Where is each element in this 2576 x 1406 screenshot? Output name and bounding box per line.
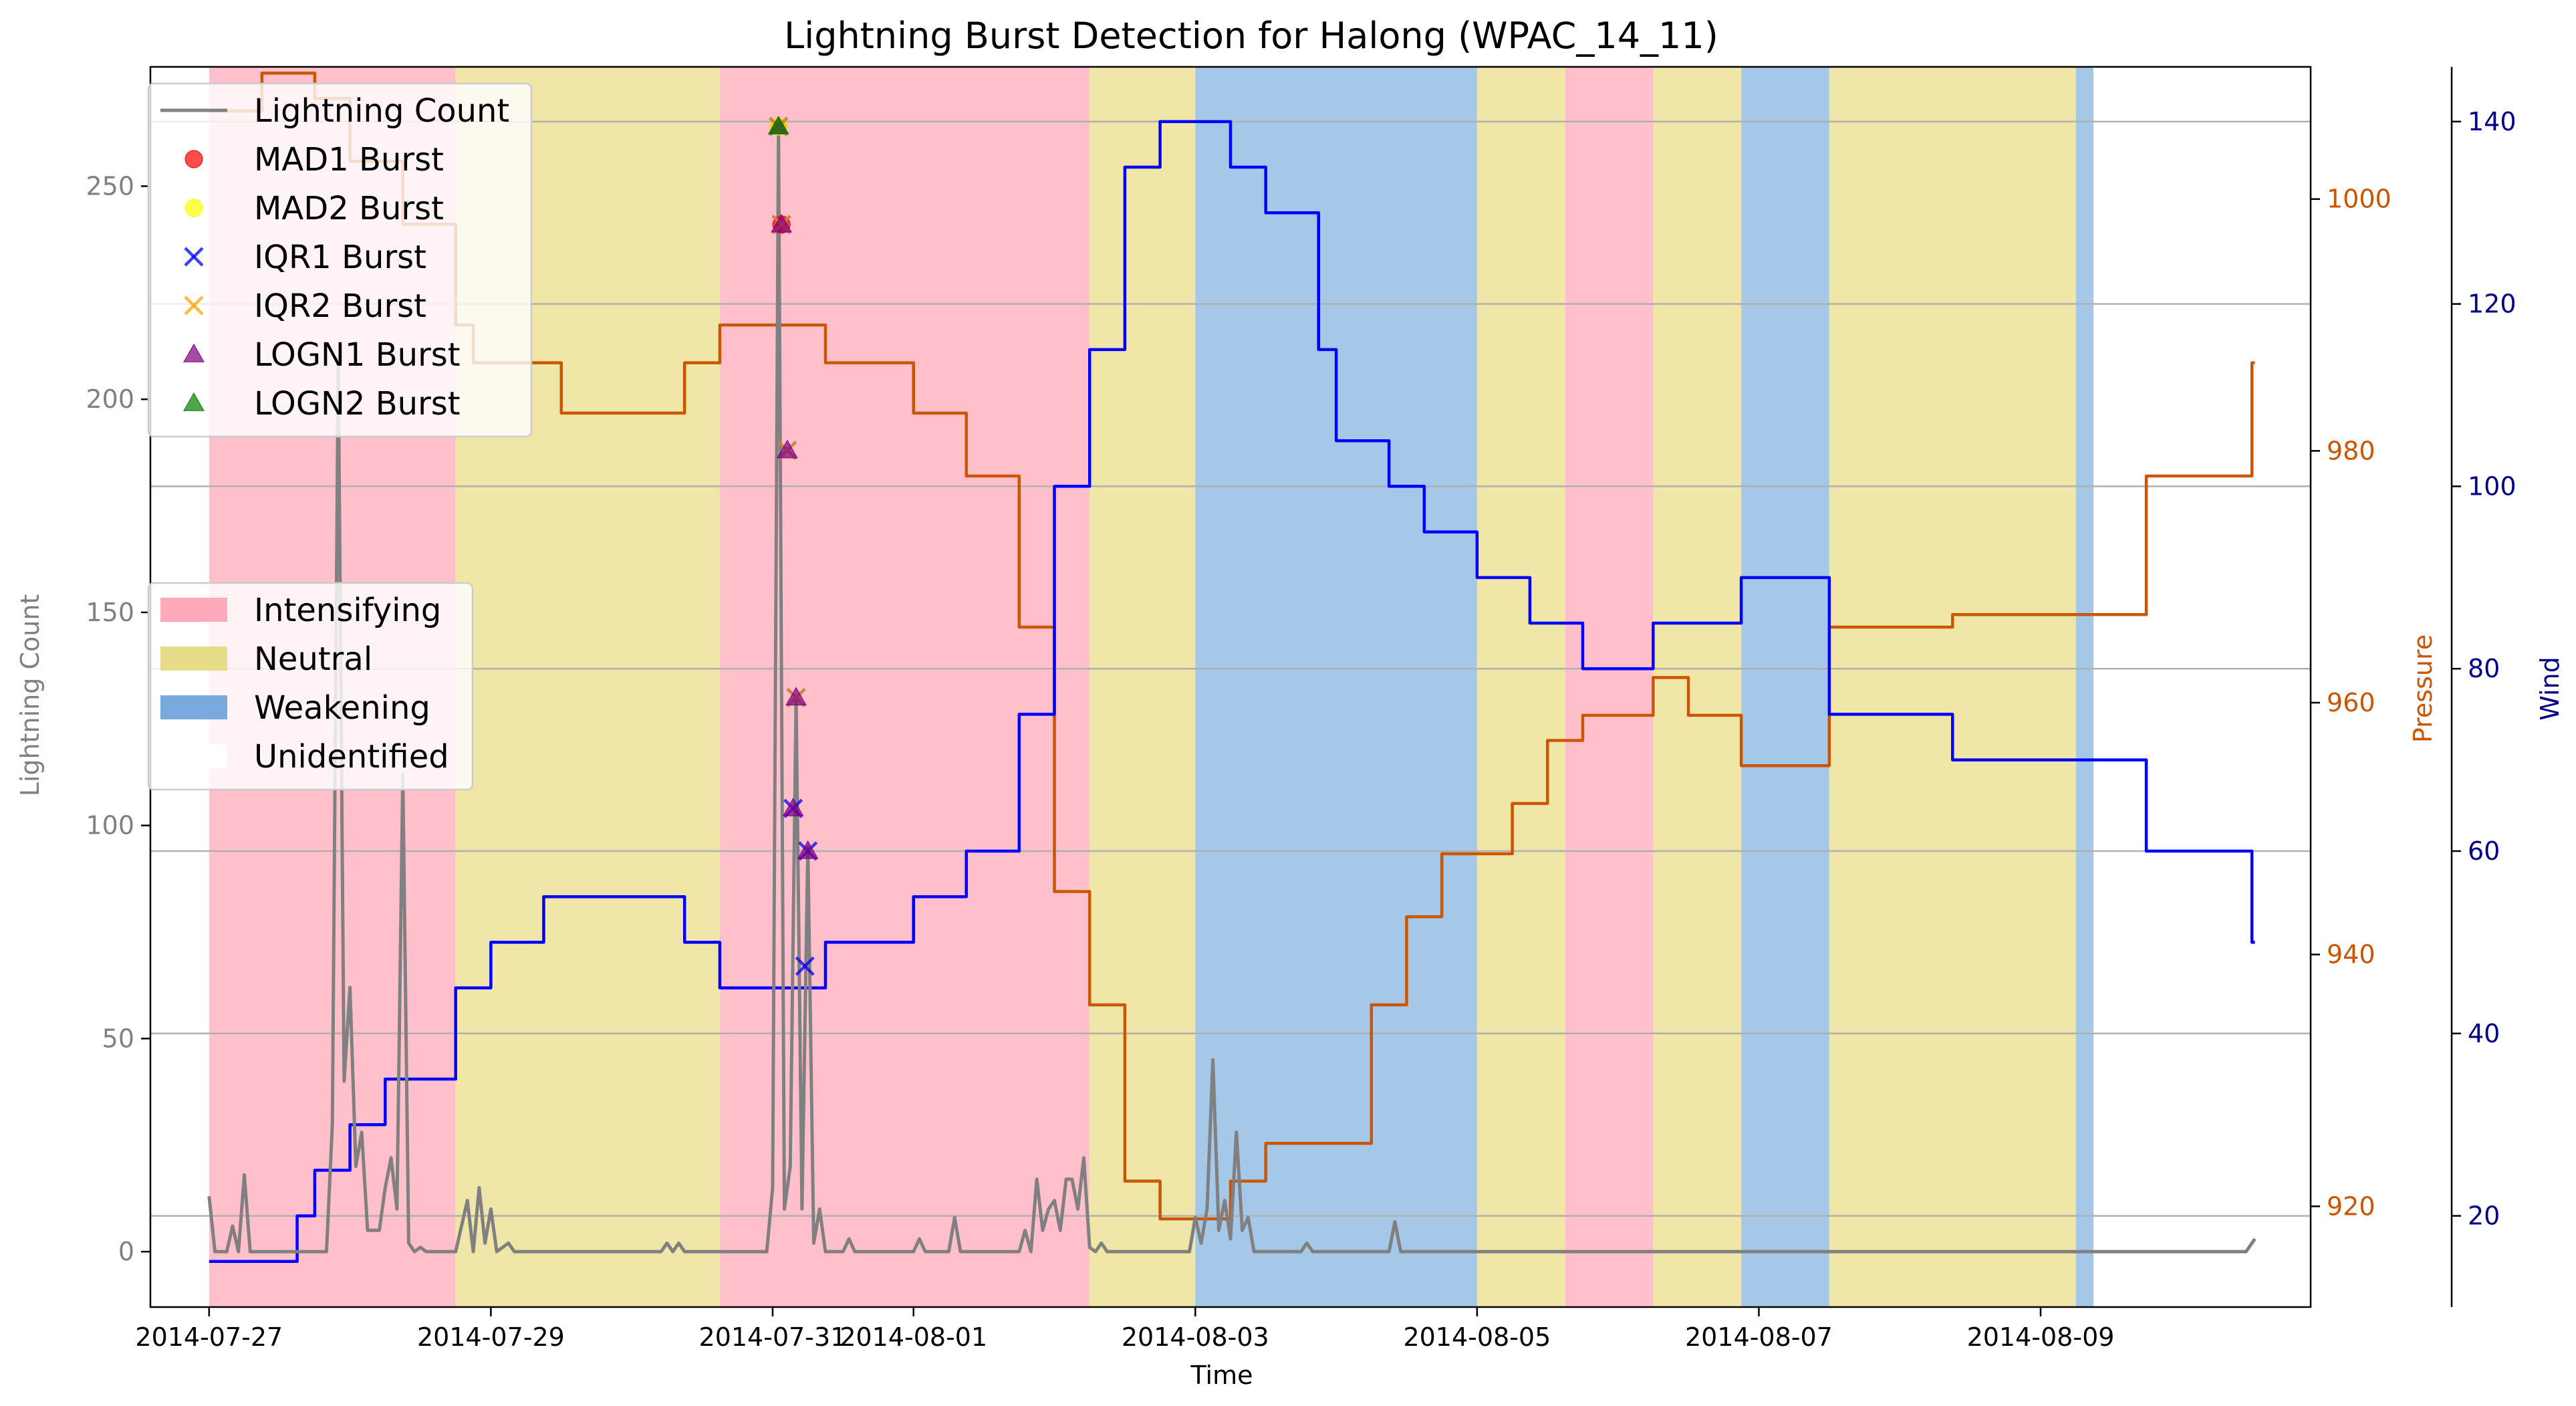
- series-wind: [209, 120, 2255, 1264]
- phase-band-weakening: [1741, 67, 1829, 1307]
- y-axis-label-wind: Wind: [2535, 657, 2565, 721]
- legends: Lightning Count MAD1 Burst MAD2 Burst IQR1 …: [147, 82, 533, 791]
- y-tick-label-wind: 40: [2468, 1019, 2500, 1048]
- y-tick-label-wind: 80: [2468, 654, 2500, 683]
- x-tick-label: 2014-08-05: [1403, 1322, 1551, 1352]
- y-tick-label-lightning: 200: [86, 384, 134, 414]
- y-tick-label-wind: 60: [2468, 836, 2500, 866]
- x-tick-label: 2014-07-31: [699, 1322, 847, 1352]
- y-tick-label-wind: 20: [2468, 1201, 2500, 1231]
- legend-item-logn2-burst: LOGN2 Burst: [254, 385, 461, 423]
- legend-item-mad2-burst: MAD2 Burst: [254, 190, 444, 227]
- x-axis-label: Time: [1190, 1361, 1253, 1390]
- burst-marker-logn1-burst: [777, 439, 798, 459]
- x-tick-label: 2014-08-01: [840, 1322, 987, 1352]
- legend-item-neutral-swatch: [160, 647, 227, 671]
- legend-item-iqr1-burst-swatch: [184, 247, 204, 267]
- phase-band-weakening: [2075, 67, 2094, 1307]
- y-tick-label-pressure: 920: [2327, 1191, 2375, 1221]
- x-tick-label: 2014-08-07: [1685, 1322, 1833, 1352]
- y-axis-label-lightning: Lightning Count: [15, 594, 45, 797]
- legend-item-mad1-burst: MAD1 Burst: [254, 141, 444, 179]
- legend-item-iqr2-burst: IQR2 Burst: [254, 287, 426, 325]
- y-tick-label-wind: 120: [2468, 289, 2517, 319]
- y-tick-label-lightning: 250: [86, 171, 134, 201]
- legend-item-unidentified: Unidentified: [254, 738, 449, 776]
- phase-bands: [209, 67, 2094, 1307]
- legend-item-logn1-burst: LOGN1 Burst: [254, 336, 461, 374]
- phase-band-neutral: [1089, 67, 1196, 1307]
- y-tick-label-wind: 140: [2468, 107, 2517, 136]
- y-tick-label-lightning: 150: [86, 598, 134, 627]
- legend-item-mad2-burst-swatch: [184, 199, 203, 217]
- legend-item-mad1-burst-swatch: [184, 150, 203, 168]
- legend-item-logn2-burst-swatch: [183, 392, 205, 411]
- y-axis-label-pressure: Pressure: [2408, 634, 2438, 743]
- phase-band-neutral: [1829, 67, 2076, 1307]
- legend-item-iqr1-burst: IQR1 Burst: [254, 239, 426, 276]
- burst-marker-logn1-burst: [785, 687, 807, 706]
- burst-markers: [767, 116, 819, 976]
- chart-title: Lightning Burst Detection for Halong (WP…: [784, 15, 1718, 57]
- y-tick-label-wind: 100: [2468, 471, 2517, 501]
- legend-item-logn1-burst-swatch: [183, 344, 205, 362]
- legend-phase-box: [147, 582, 474, 791]
- y-tick-label-pressure: 1000: [2327, 185, 2392, 214]
- legend-item-iqr2-burst-swatch: [184, 296, 204, 316]
- x-tick-label: 2014-08-03: [1122, 1322, 1269, 1352]
- y-tick-label-pressure: 960: [2327, 688, 2375, 717]
- y-tick-label-pressure: 940: [2327, 940, 2375, 969]
- burst-marker-logn1-burst: [797, 840, 819, 859]
- burst-marker-iqr1-burst: [795, 956, 815, 976]
- legend-item-unidentified-swatch: [160, 744, 227, 768]
- legend-item-intensifying: Intensifying: [254, 592, 441, 629]
- y-tick-label-lightning: 50: [102, 1024, 134, 1053]
- burst-marker-logn2-burst: [767, 116, 789, 134]
- legend-item-weakening-swatch: [160, 695, 227, 719]
- phase-band-intensifying: [1565, 67, 1654, 1307]
- x-tick-label: 2014-07-27: [135, 1322, 283, 1352]
- y-tick-label-pressure: 980: [2327, 436, 2375, 465]
- legend-item-lightning-count: Lightning Count: [254, 92, 509, 130]
- x-tick-label: 2014-07-29: [417, 1322, 565, 1352]
- legend-top-box: [147, 82, 533, 438]
- legend-item-weakening: Weakening: [254, 689, 430, 727]
- phase-band-weakening: [1195, 67, 1477, 1307]
- legend-item-intensifying-swatch: [160, 598, 227, 622]
- x-tick-label: 2014-08-09: [1967, 1322, 2115, 1352]
- burst-marker-logn1-burst: [771, 213, 792, 233]
- phase-band-neutral: [1653, 67, 1742, 1307]
- series-lightning-count: [207, 124, 2257, 1254]
- phase-band-neutral: [1476, 67, 1565, 1307]
- y-tick-label-lightning: 0: [118, 1237, 134, 1266]
- axes: 2014-07-27 2014-07-29 2014-07-312014-08-01…: [86, 66, 2517, 1352]
- y-tick-label-lightning: 100: [86, 811, 134, 840]
- burst-marker-logn1-burst: [782, 798, 804, 816]
- legend-item-neutral: Neutral: [254, 640, 372, 678]
